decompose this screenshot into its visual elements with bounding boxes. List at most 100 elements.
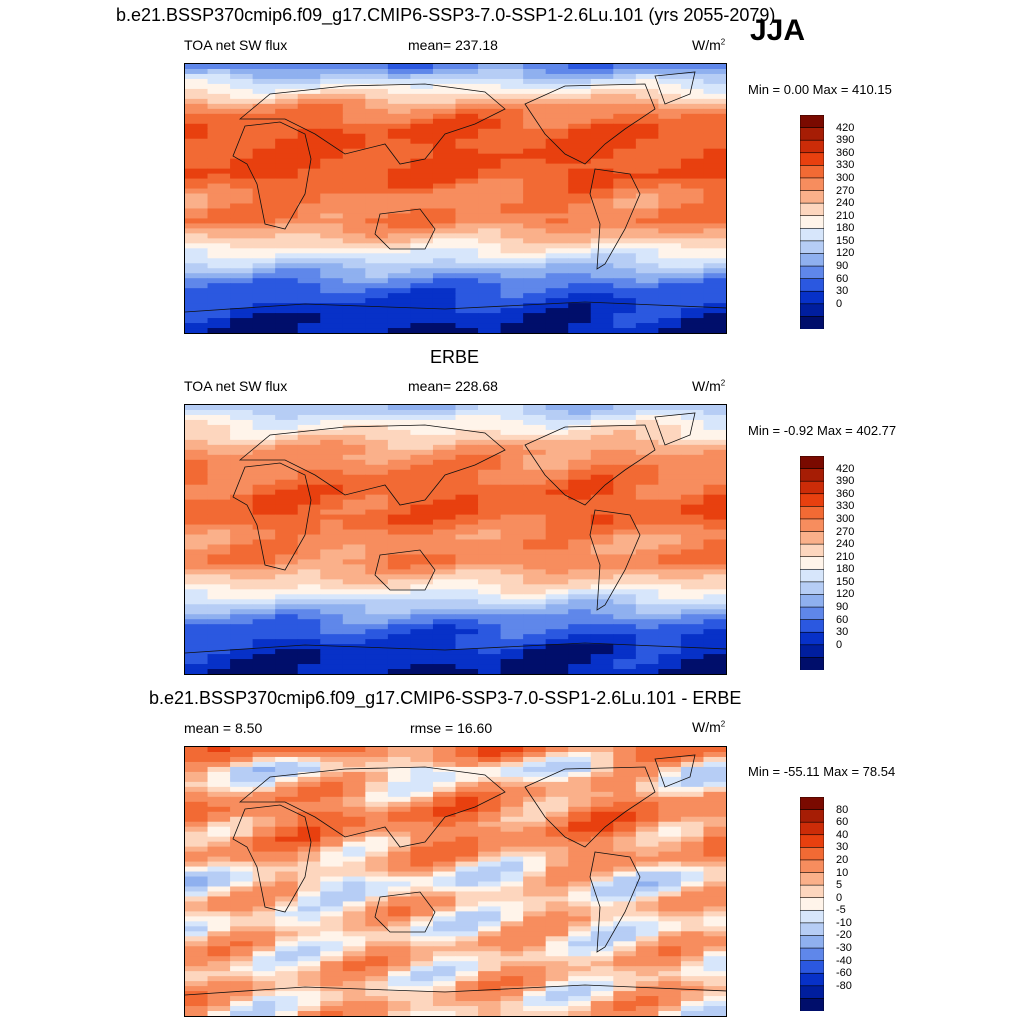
map-cell [387,956,411,962]
map-cell [297,544,321,550]
map-cell [342,629,366,635]
map-cell [658,639,682,645]
map-cell [185,188,209,195]
map-cell [320,751,344,758]
map-cell [613,609,637,615]
map-cell [185,1011,209,1016]
map-cell [320,786,344,793]
map-cell [387,886,411,892]
map-cell [365,534,389,540]
map-cell [207,293,231,299]
map-cell [410,771,434,778]
map-cell [478,916,502,922]
map-cell [432,283,456,289]
map-cell [613,484,637,491]
map-cell [478,78,502,85]
map-cell [342,258,366,264]
map-cell [523,966,547,972]
map-cell [185,243,209,249]
map-cell [320,163,344,170]
map-cell [478,263,502,269]
map-cell [185,263,209,269]
map-cell [410,258,434,264]
map-cell [590,454,614,461]
map-cell [613,303,637,309]
map-cell [252,549,276,555]
map-cell [568,405,592,411]
map-cell [320,504,344,511]
map-cell [320,629,344,635]
map-cell [568,283,592,289]
map-cell [523,756,547,763]
map-cell [230,1001,254,1007]
map-cell [207,539,231,545]
map-cell [342,419,366,426]
map-cell [365,268,389,274]
map-cell [342,901,366,907]
map-cell [230,921,254,927]
map-cell [410,751,434,758]
map-cell [478,856,502,863]
map-cell [320,1001,344,1007]
map-cell [185,474,209,481]
map-cell [613,926,637,932]
map-cell [185,941,209,947]
colorbar-box [800,809,824,823]
map-cell [590,283,614,289]
map-cell [680,544,704,550]
colorbar-tick-label: 360 [836,487,855,500]
map-cell [635,273,659,279]
map-cell [275,856,299,863]
map-cell [455,639,479,645]
map-cell [658,876,682,882]
map-cell [455,791,479,798]
map-cell [478,499,502,506]
map-cell [410,956,434,962]
map-cell [297,414,321,421]
map-cell [230,609,254,615]
map-cell [478,654,502,660]
map-cell [432,659,456,665]
map-cell [590,323,614,329]
map-cell [320,233,344,239]
map-cell [207,941,231,947]
map-cell [635,253,659,259]
map-cell [230,308,254,314]
map-cell [568,756,592,763]
map-cell [500,609,524,615]
map-cell [658,751,682,758]
map-cell [500,786,524,793]
map-cell [613,253,637,259]
map-cell [185,559,209,565]
map-cell [545,831,569,838]
map-cell [613,268,637,274]
map-cell [568,1001,592,1007]
map-cell [635,278,659,284]
map-cell [207,208,231,214]
map-cell [230,951,254,957]
colorbar-tick-label: -10 [836,916,852,929]
map-cell [478,474,502,481]
map-cell [703,961,726,967]
map-cell [568,816,592,823]
map-cell [252,906,276,912]
map-cell [297,278,321,284]
map-cell [342,751,366,758]
map-cell [590,539,614,545]
colorbar-tick-label: -80 [836,979,852,992]
map-cell [680,574,704,580]
map-cell [523,514,547,521]
map-cell [635,1011,659,1016]
map-cell [568,881,592,887]
map-cell [320,976,344,982]
map-cell [455,649,479,655]
map-cell [545,751,569,758]
map-cell [275,278,299,284]
map-cell [523,791,547,798]
map-cell [320,891,344,897]
map-cell [207,916,231,922]
map-cell [207,419,231,426]
map-cell [523,208,547,214]
colorbar-box [800,456,824,470]
map-cell [230,756,254,763]
